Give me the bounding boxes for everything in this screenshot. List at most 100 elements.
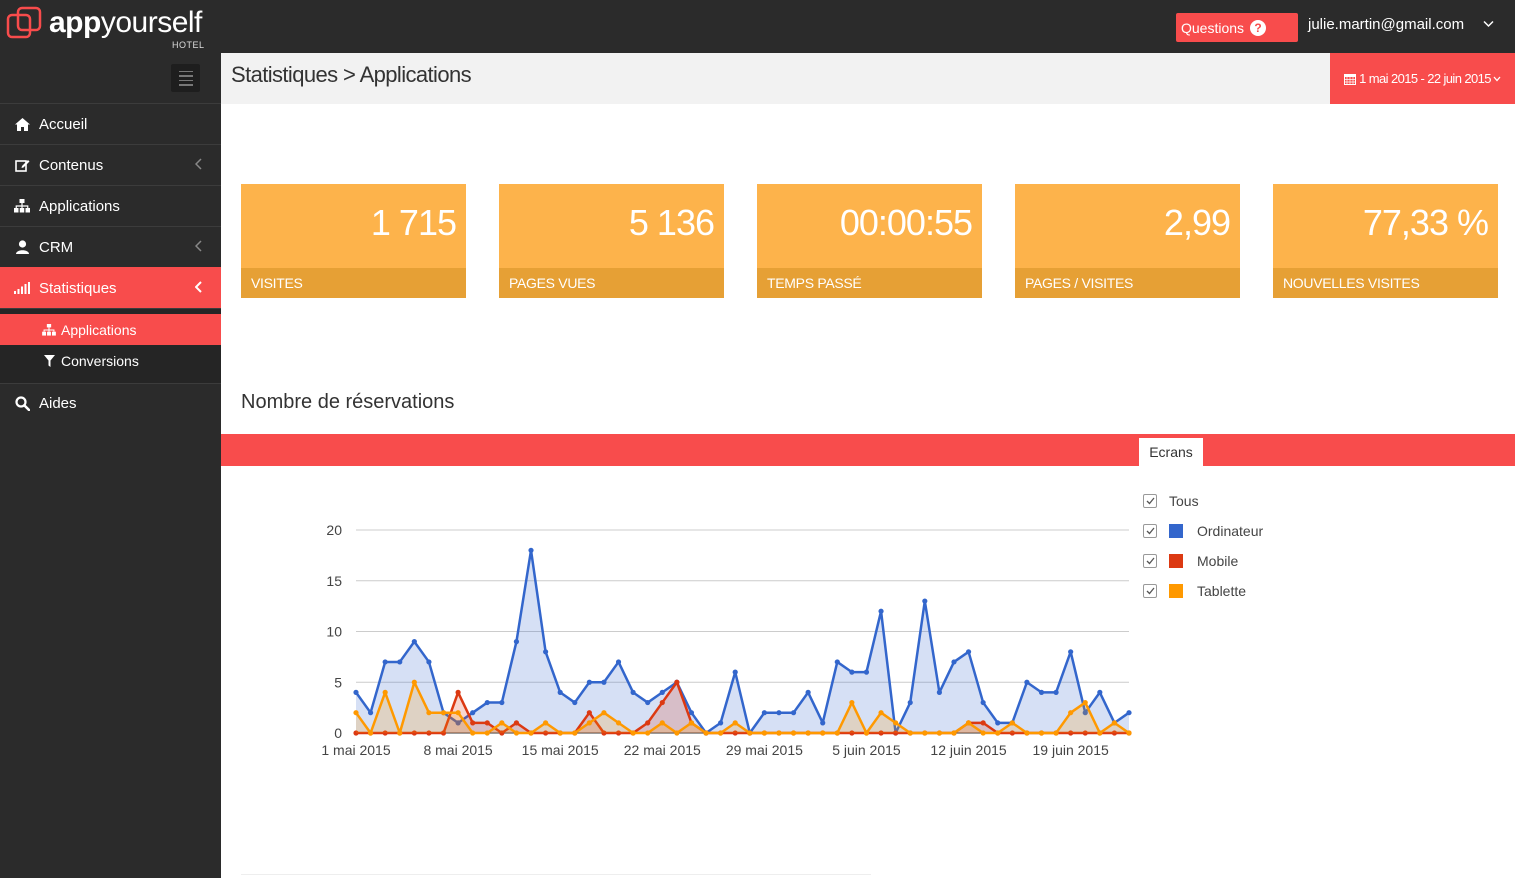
- data-point-tablette: [367, 730, 374, 736]
- data-point-ordinateur: [586, 679, 592, 685]
- data-point-mobile: [645, 720, 651, 726]
- x-tick-label: 8 mai 2015: [423, 742, 492, 758]
- data-point-tablette: [995, 730, 1001, 736]
- tab-ecrans[interactable]: Ecrans: [1139, 438, 1203, 466]
- data-point-tablette: [645, 730, 651, 736]
- questions-button[interactable]: Questions ?: [1176, 13, 1298, 42]
- stat-value: 1 715: [370, 202, 457, 243]
- date-range-label: 1 mai 2015 - 22 juin 2015: [1359, 71, 1491, 86]
- filter-icon: [41, 353, 57, 369]
- data-point-tablette: [688, 720, 695, 726]
- data-point-mobile: [980, 720, 986, 726]
- data-point-tablette: [499, 720, 505, 726]
- reservations-chart: 0 5 10 15 20 1 mai 2015 8 mai 2015 15 mai 2015 2…: [321, 522, 1132, 758]
- questions-label: Questions: [1181, 19, 1245, 36]
- data-point-ordinateur: [1097, 689, 1103, 695]
- series-line-ordinateur: [354, 549, 1130, 735]
- chevron-left-icon: [195, 158, 202, 170]
- checkbox-ordinateur[interactable]: [1143, 524, 1157, 538]
- subnav-item-conversions[interactable]: Conversions: [0, 345, 221, 376]
- checkbox-tablette[interactable]: [1143, 584, 1157, 598]
- sidebar-item-statistiques[interactable]: Statistiques: [0, 267, 221, 308]
- legend-item-ordinateur[interactable]: Ordinateur: [1143, 516, 1263, 546]
- data-point-tablette: [659, 720, 665, 726]
- data-point-mobile: [659, 699, 665, 706]
- brand-sub: HOTEL: [172, 40, 205, 50]
- data-point-tablette: [572, 730, 578, 736]
- chevron-left-icon: [195, 240, 202, 252]
- data-point-mobile: [499, 730, 505, 736]
- stat-value: 77,33 %: [1362, 202, 1489, 243]
- data-point-tablette: [747, 730, 753, 736]
- data-point-tablette: [484, 730, 490, 736]
- data-point-ordinateur: [601, 679, 607, 685]
- data-point-tablette: [951, 730, 957, 736]
- data-point-tablette: [1053, 730, 1059, 736]
- checkbox-mobile[interactable]: [1143, 554, 1157, 568]
- x-tick-label: 15 mai 2015: [522, 742, 599, 758]
- legend-item-tous[interactable]: Tous: [1143, 486, 1263, 516]
- stat-value: 2,99: [1163, 202, 1231, 243]
- sidebar-item-applications[interactable]: Applications: [0, 185, 221, 226]
- data-point-ordinateur: [382, 659, 388, 665]
- data-point-tablette: [601, 710, 607, 716]
- brand-logo[interactable]: appyourself HOTEL: [6, 4, 216, 50]
- sidebar-item-aides[interactable]: Aides: [0, 383, 221, 423]
- legend-label: Ordinateur: [1197, 523, 1264, 539]
- data-point-mobile: [1068, 730, 1074, 736]
- check-icon: [1146, 557, 1155, 565]
- data-point-ordinateur: [834, 659, 840, 665]
- sidebar-item-accueil[interactable]: Accueil: [0, 103, 221, 144]
- data-point-mobile: [732, 730, 738, 736]
- sidebar-item-crm[interactable]: CRM: [0, 226, 221, 267]
- brand-name: appyourself: [49, 6, 202, 39]
- sidebar-item-contenus[interactable]: Contenus: [0, 144, 221, 185]
- question-icon: ?: [1250, 19, 1267, 36]
- checkbox-tous[interactable]: [1143, 494, 1157, 508]
- data-point-tablette: [557, 730, 563, 736]
- legend-swatch: [1169, 524, 1183, 538]
- data-point-mobile: [426, 730, 432, 736]
- legend-item-tablette[interactable]: Tablette: [1143, 576, 1263, 606]
- legend-item-mobile[interactable]: Mobile: [1143, 546, 1263, 576]
- tab-bar: [221, 434, 1515, 466]
- data-point-ordinateur: [484, 699, 490, 706]
- data-point-mobile: [615, 730, 622, 736]
- user-email[interactable]: julie.martin@gmail.com: [1308, 16, 1465, 33]
- data-point-mobile: [382, 730, 388, 736]
- date-range-picker[interactable]: 1 mai 2015 - 22 juin 2015: [1330, 53, 1515, 104]
- menu-toggle-button[interactable]: [171, 64, 200, 92]
- data-point-mobile: [849, 730, 855, 736]
- stat-card-nouvelles-visites: 77,33 % NOUVELLES VISITES: [1273, 184, 1498, 298]
- data-point-ordinateur: [951, 659, 957, 665]
- sidebar-item-label: Contenus: [39, 156, 104, 174]
- data-point-tablette: [1009, 720, 1015, 726]
- data-point-ordinateur: [688, 710, 695, 716]
- stat-label: TEMPS PASSÉ: [757, 268, 982, 298]
- data-point-ordinateur: [543, 649, 549, 655]
- data-point-tablette: [980, 730, 986, 736]
- sidebar-item-label: Applications: [39, 197, 120, 215]
- data-point-tablette: [1068, 710, 1074, 716]
- data-point-tablette: [674, 730, 680, 736]
- data-point-ordinateur: [572, 699, 578, 706]
- x-tick-label: 19 juin 2015: [1033, 742, 1110, 758]
- data-point-ordinateur: [1024, 679, 1030, 685]
- data-point-ordinateur: [907, 699, 913, 706]
- stat-label: PAGES VUES: [499, 268, 724, 298]
- data-point-mobile: [1111, 730, 1118, 736]
- data-point-tablette: [1024, 730, 1030, 736]
- sidebar: appyourself HOTEL Accueil Contenus: [0, 0, 221, 878]
- logo-icon: [6, 6, 42, 39]
- data-point-ordinateur: [630, 689, 636, 695]
- bar-chart-icon: [13, 279, 31, 297]
- data-point-ordinateur: [659, 689, 665, 695]
- data-point-mobile: [484, 720, 490, 726]
- legend-label: Tous: [1169, 493, 1199, 509]
- data-point-ordinateur: [367, 710, 374, 716]
- data-point-ordinateur: [426, 659, 432, 665]
- legend-swatch: [1169, 554, 1183, 568]
- subnav-item-applications[interactable]: Applications: [0, 314, 221, 345]
- data-point-ordinateur: [936, 689, 942, 695]
- chevron-down-icon[interactable]: [1483, 20, 1494, 28]
